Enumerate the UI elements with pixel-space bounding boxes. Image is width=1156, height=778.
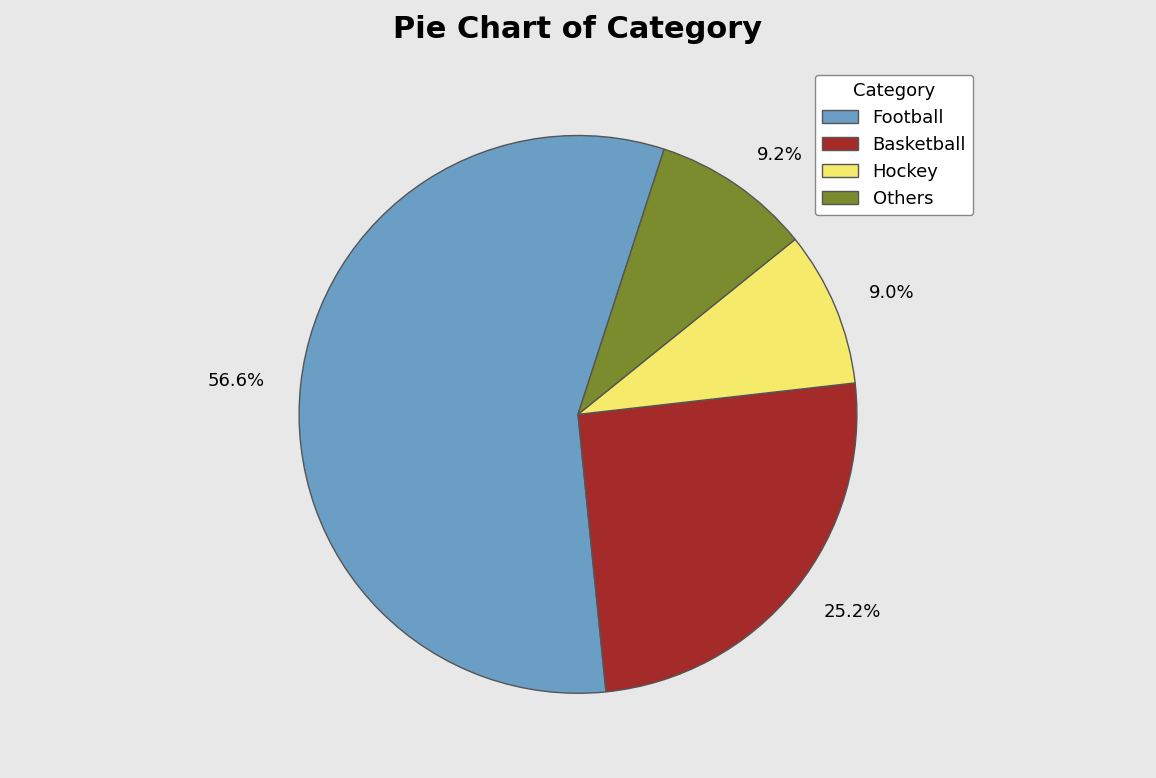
Text: 9.0%: 9.0% bbox=[869, 284, 914, 302]
Text: 25.2%: 25.2% bbox=[823, 603, 881, 621]
Wedge shape bbox=[578, 383, 857, 692]
Legend: Football, Basketball, Hockey, Others: Football, Basketball, Hockey, Others bbox=[815, 75, 973, 216]
Title: Pie Chart of Category: Pie Chart of Category bbox=[393, 15, 763, 44]
Text: 9.2%: 9.2% bbox=[757, 145, 802, 164]
Wedge shape bbox=[299, 135, 665, 693]
Wedge shape bbox=[578, 149, 795, 415]
Wedge shape bbox=[578, 240, 855, 415]
Text: 56.6%: 56.6% bbox=[208, 372, 265, 390]
